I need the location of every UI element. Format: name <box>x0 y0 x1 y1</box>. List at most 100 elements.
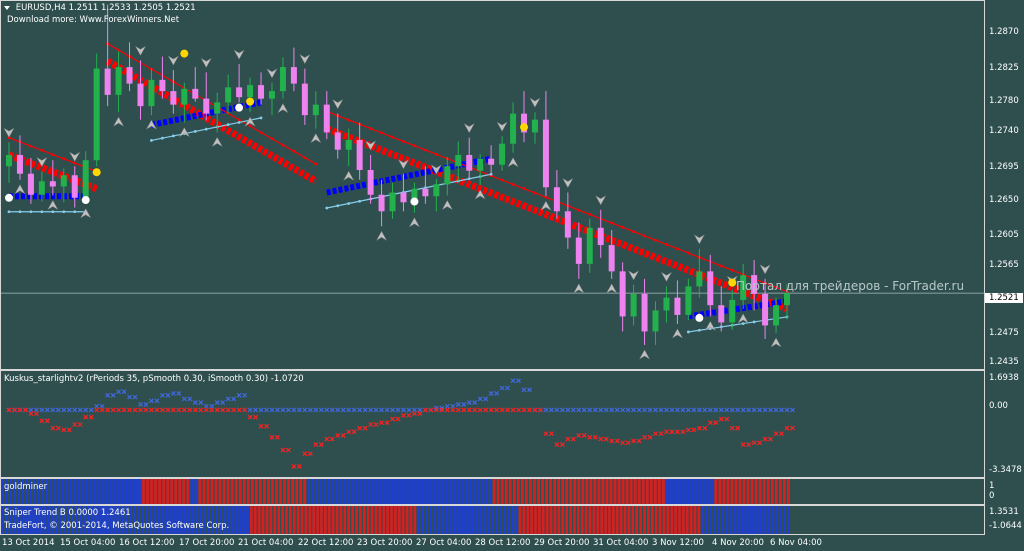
cyan-trend-line-dot <box>73 210 77 214</box>
kuskus-red-mark <box>757 440 763 446</box>
goldminer-bar <box>613 479 617 504</box>
sniper-bar <box>670 506 674 534</box>
goldminer-bars[interactable] <box>1 479 984 504</box>
sniper-bar <box>320 506 323 534</box>
kuskus-plot[interactable] <box>1 371 984 477</box>
kuskus-blue-mark <box>718 407 724 413</box>
goldminer-bar <box>400 479 403 504</box>
kuskus-red-mark <box>477 407 483 413</box>
goldminer-bar <box>472 479 476 504</box>
kuskus-red-mark <box>581 433 587 438</box>
kuskus-blue-mark <box>751 407 757 413</box>
kuskus-panel[interactable]: Kuskus_starlightv2 (rPeriods 35, pSmooth… <box>0 370 985 478</box>
kuskus-red-mark <box>653 431 658 437</box>
kuskus-blue-mark <box>88 407 94 413</box>
sniper-bar <box>359 506 362 534</box>
goldminer-bar <box>762 479 766 504</box>
goldminer-bar <box>432 479 436 504</box>
candlestick-chart[interactable] <box>1 1 984 369</box>
kuskus-red-mark <box>401 412 406 418</box>
sniper-bar <box>109 506 113 534</box>
goldminer-bar <box>524 479 528 504</box>
kuskus-red-mark <box>636 438 642 444</box>
kuskus-blue-mark <box>401 407 406 413</box>
yellow-signal-dot <box>180 49 189 58</box>
kuskus-red-mark <box>143 407 149 413</box>
main-price-scale[interactable]: 1.2870 1.2825 1.2780 1.2740 1.2695 1.265… <box>985 0 1024 370</box>
kuskus-red-mark <box>138 407 143 413</box>
bull-candle <box>433 184 440 197</box>
buy-arrow-icon <box>310 133 322 144</box>
goldminer-bar <box>45 479 49 504</box>
goldminer-bar <box>577 479 581 504</box>
kuskus-blue-mark <box>181 396 187 402</box>
time-tick: 21 Oct 04:00 <box>238 538 294 548</box>
sniper-bars[interactable] <box>1 506 984 534</box>
goldminer-bar <box>242 479 246 504</box>
sniper-bar <box>495 506 498 534</box>
goldminer-panel[interactable]: goldminer <box>0 478 985 505</box>
kuskus-red-mark <box>165 407 171 413</box>
sniper-bar <box>736 506 740 534</box>
kuskus-blue-mark <box>707 407 713 413</box>
sniper-bar <box>468 506 471 534</box>
goldminer-bar <box>202 479 206 504</box>
main-price-panel[interactable]: EURUSD,H4 1.2511 1.2533 1.2505 1.2521 Do… <box>0 0 985 370</box>
sell-arrow-icon <box>595 195 607 206</box>
kuskus-red-mark <box>285 447 291 453</box>
time-tick: 29 Oct 20:00 <box>534 538 590 548</box>
red-trend-line-dot <box>610 221 614 225</box>
kuskus-blue-mark <box>94 403 100 409</box>
kuskus-red-mark <box>335 433 341 438</box>
red-trend-line-dot <box>281 143 285 147</box>
kuskus-blue-mark <box>225 396 231 402</box>
goldminer-bar <box>698 479 702 504</box>
kuskus-red-mark <box>6 407 12 413</box>
sniper-panel[interactable]: Sniper Trend B 0.0000 1.2461 TradeFort, … <box>0 505 985 535</box>
sniper-bar <box>113 506 117 534</box>
kuskus-red-mark <box>565 436 571 442</box>
kuskus-red-mark <box>55 425 61 431</box>
sniper-bar <box>339 506 343 534</box>
kuskus-blue-mark <box>636 407 642 413</box>
goldminer-bar <box>331 479 335 504</box>
goldminer-bar <box>238 479 242 504</box>
sniper-bar <box>39 506 43 534</box>
bear-candle <box>762 293 769 326</box>
goldminer-bar <box>162 479 166 504</box>
kuskus-red-mark <box>33 411 39 416</box>
sell-arrow-icon <box>266 68 278 79</box>
sniper-tick: 1.3531 <box>989 507 1019 517</box>
sniper-bar <box>654 506 658 534</box>
sniper-bar <box>98 506 102 534</box>
kuskus-blue-mark <box>412 407 417 413</box>
sniper-bar <box>748 506 751 534</box>
sniper-bar <box>647 506 650 534</box>
sniper-bar <box>685 506 689 534</box>
bull-candle <box>696 271 703 287</box>
goldminer-bar <box>150 479 153 504</box>
kuskus-red-mark <box>450 407 456 413</box>
kuskus-blue-mark <box>203 403 209 409</box>
kuskus-red-mark <box>94 407 100 413</box>
kuskus-red-mark <box>39 418 45 424</box>
sniper-bar <box>755 506 759 534</box>
goldminer-tick: 1 <box>989 481 995 491</box>
kuskus-red-mark <box>181 407 187 413</box>
kuskus-blue-mark <box>702 407 708 413</box>
bull-candle <box>630 293 637 317</box>
blue-trend-band <box>687 298 788 320</box>
kuskus-blue-mark <box>527 387 532 393</box>
goldminer-bar <box>452 479 456 504</box>
price-tick: 1.2695 <box>989 162 1019 172</box>
sell-arrow-icon <box>69 151 81 162</box>
buy-arrow-icon <box>375 230 388 242</box>
goldminer-bar <box>383 479 387 504</box>
kuskus-red-mark <box>242 407 248 413</box>
kuskus-red-mark <box>625 440 631 446</box>
dropdown-triangle-icon[interactable] <box>4 5 10 10</box>
sniper-bar <box>740 506 744 534</box>
kuskus-blue-mark <box>291 407 297 413</box>
time-tick: 17 Oct 20:00 <box>179 538 235 548</box>
sniper-bar <box>615 506 619 534</box>
